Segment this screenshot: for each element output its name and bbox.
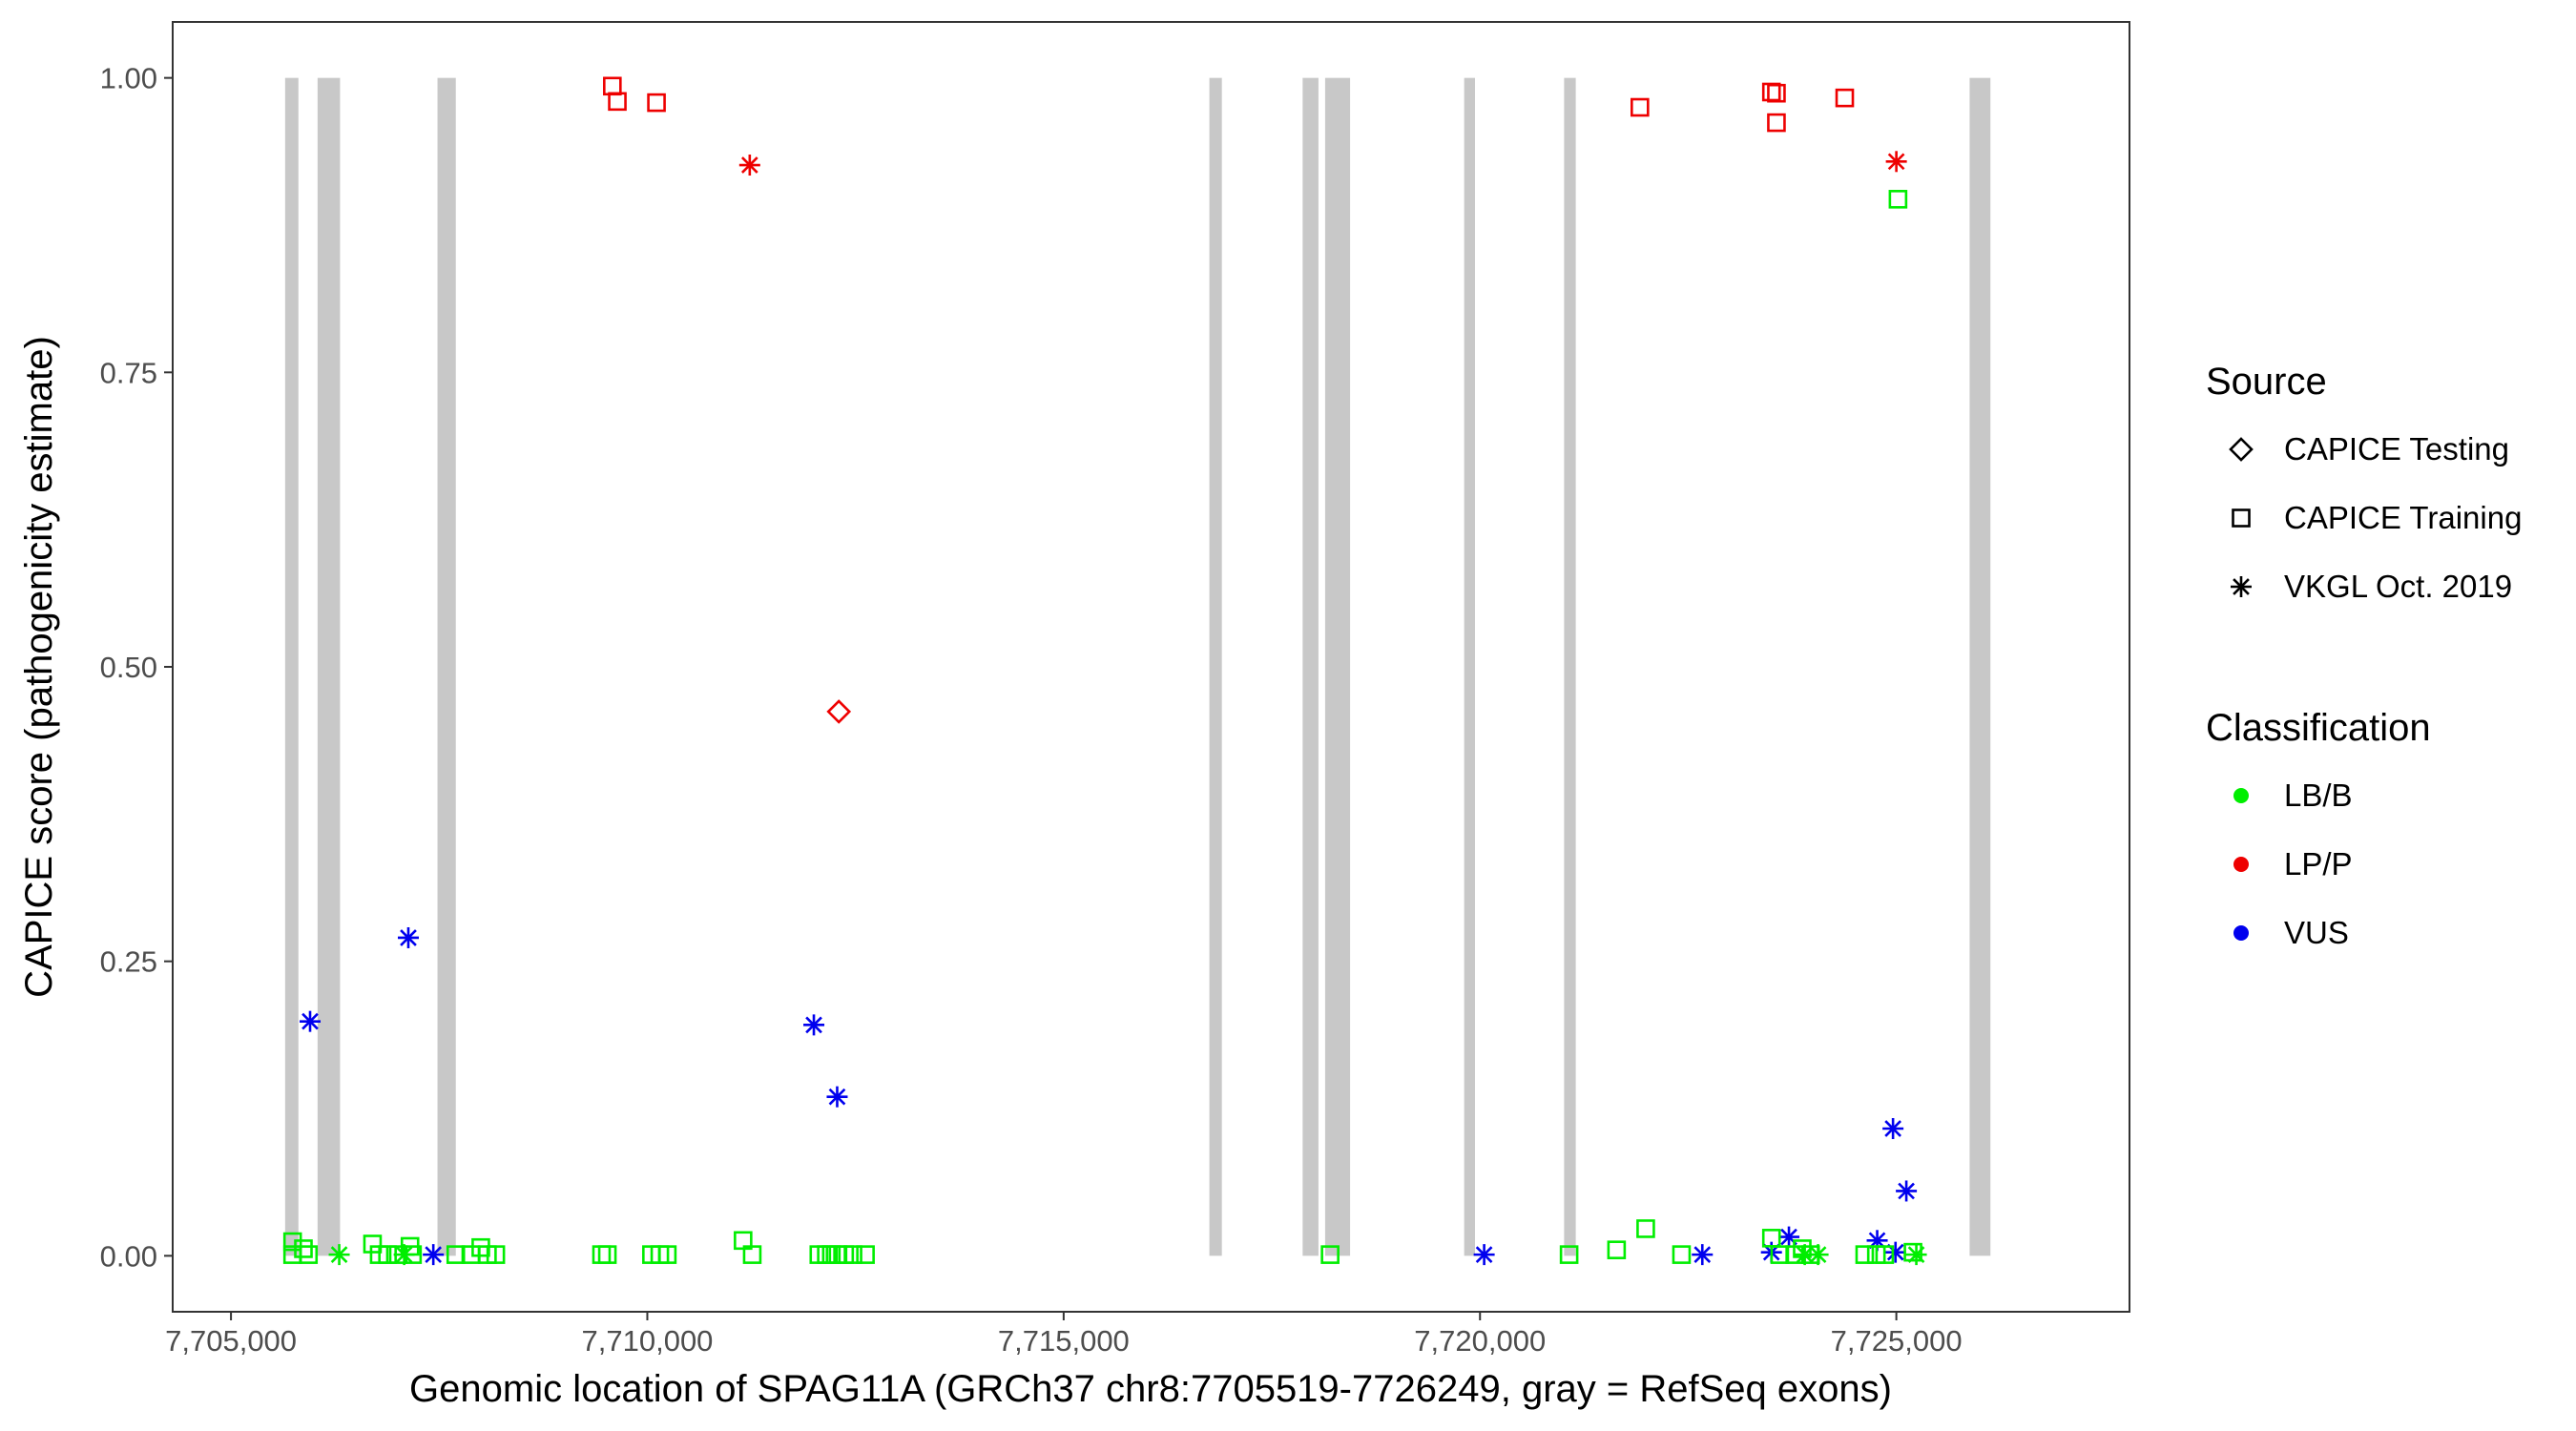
exon-band-9 [1969,77,1991,1256]
data-point-30 [328,1244,350,1266]
x-tick-label-2: 7,710,000 [582,1324,714,1358]
legend-source-items: CAPICE Testing CAPICE Training VKGL Oct. 2… [2229,431,2522,604]
x-tick-label-1: 7,705,000 [165,1324,297,1358]
exon-bands [284,77,1991,1256]
data-point-23 [1882,1118,1904,1140]
y-axis-label: CAPICE score (pathogenicity estimate) [18,336,60,998]
data-point-25 [1884,1241,1906,1263]
legend-source-title: Source [2206,361,2327,403]
data-point-21 [1778,1226,1800,1248]
y-tick-label-4: 0.75 [100,356,157,389]
legend-classification-title: Classification [2206,707,2431,749]
data-point-71 [1875,1245,1895,1264]
x-axis-label: Genomic location of SPAG11A (GRCh37 chr8… [409,1368,1892,1410]
data-point-61 [1672,1245,1692,1264]
data-point-57 [1320,1245,1340,1264]
legend-source-key-1 [2229,437,2254,462]
legend-classification-key-2 [2233,857,2249,872]
data-point-47 [657,1245,677,1264]
exon-band-5 [1302,77,1319,1256]
legend-source-key-3 [2231,576,2252,597]
data-point-24 [1896,1180,1918,1202]
data-point-18 [1473,1244,1495,1266]
data-point-8 [1767,83,1786,103]
data-point-19 [1692,1244,1714,1266]
y-tick-label-3: 0.50 [100,651,157,684]
legend-source-label-2: CAPICE Training [2284,500,2522,535]
data-point-59 [1607,1240,1627,1259]
y-tick-label-5: 1.00 [100,62,157,95]
y-tick-label-1: 0.00 [100,1239,157,1273]
y-tick-label-2: 0.25 [100,945,157,979]
data-point-4 [738,155,760,176]
legend: Source CAPICE Testing CAPICE Training VKGL… [2206,361,2522,950]
data-point-37 [403,1245,423,1264]
data-point-44 [597,1245,617,1264]
data-point-28 [294,1239,313,1258]
exon-band-2 [317,77,341,1256]
data-point-15 [423,1244,445,1266]
data-point-68 [1807,1244,1829,1266]
legend-classification-label-3: VUS [2284,915,2349,950]
data-point-3 [647,93,666,113]
data-point-17 [826,1086,848,1108]
data-point-55 [843,1245,862,1264]
data-point-31 [363,1234,383,1254]
data-point-11 [1885,151,1907,173]
legend-classification-label-1: LB/B [2284,778,2353,813]
legend-classification-key-1 [2233,788,2249,803]
exon-band-1 [284,77,299,1256]
legend-classification-key-3 [2233,925,2249,941]
legend-source-key-2 [2232,508,2251,528]
exon-band-6 [1324,77,1351,1256]
data-point-2 [608,92,627,112]
data-point-42 [486,1245,506,1264]
data-point-58 [1559,1245,1579,1264]
data-point-9 [1767,113,1786,133]
data-point-29 [299,1245,319,1264]
exon-band-4 [1209,77,1222,1256]
exon-band-7 [1464,77,1476,1256]
data-point-49 [742,1245,762,1264]
legend-source-label-1: CAPICE Testing [2284,431,2509,467]
data-point-72 [1903,1242,1922,1262]
data-point-10 [1835,88,1855,108]
exon-band-8 [1564,77,1576,1256]
data-point-12 [1888,190,1908,209]
x-tick-label-3: 7,715,000 [998,1324,1130,1358]
data-point-73 [1905,1244,1927,1266]
data-point-6 [1631,97,1650,117]
exon-band-3 [437,77,456,1256]
data-point-13 [300,1010,322,1032]
data-point-16 [803,1014,825,1036]
axes: 0.00 0.25 0.50 0.75 1.00 7,705,000 7,710,000 7,… [100,62,1963,1358]
x-tick-label-5: 7,725,000 [1831,1324,1963,1358]
data-point-5 [826,699,852,724]
legend-classification-items: LB/B LP/P VUS [2233,778,2353,950]
data-point-14 [397,926,419,948]
data-point-60 [1636,1219,1655,1238]
data-point-56 [856,1245,875,1264]
legend-source-label-3: VKGL Oct. 2019 [2284,569,2512,604]
legend-classification-label-2: LP/P [2284,846,2353,881]
x-tick-label-4: 7,720,000 [1414,1324,1546,1358]
data-point-69 [1855,1245,1875,1264]
data-points [282,76,1927,1266]
